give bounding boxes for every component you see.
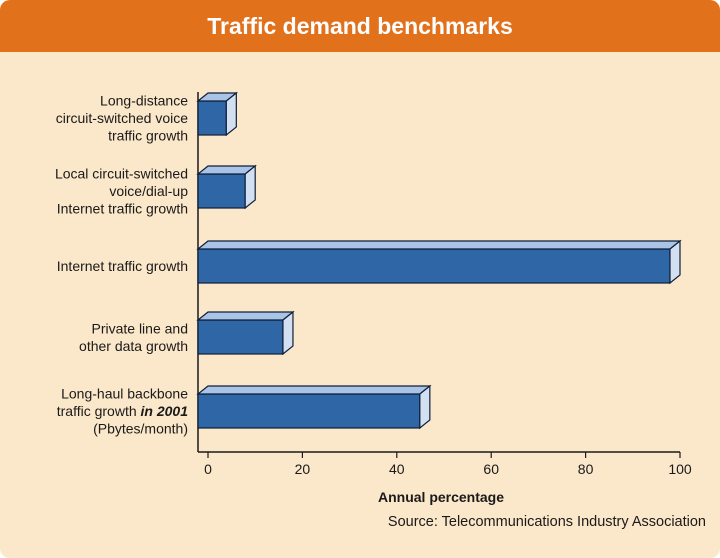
x-tick-label: 100	[668, 461, 692, 477]
bar-top-face	[196, 311, 295, 321]
category-label: Long-distance	[100, 93, 188, 109]
bar-side-face	[282, 310, 294, 356]
bar	[197, 100, 227, 136]
category-label: Long-haul backbone	[61, 386, 188, 402]
chart-title: Traffic demand benchmarks	[207, 13, 513, 39]
bar	[197, 248, 671, 284]
bar-top-face	[196, 240, 682, 250]
x-tick-label: 40	[389, 461, 405, 477]
bar-side-face	[419, 384, 431, 430]
x-axis-label: Annual percentage	[378, 489, 504, 505]
category-label: voice/dial-up	[109, 183, 188, 199]
x-tick-label: 20	[295, 461, 311, 477]
x-tick-label: 60	[483, 461, 499, 477]
source-note: Source: Telecommunications Industry Asso…	[387, 514, 706, 530]
bar	[197, 173, 246, 209]
bar-side-face	[244, 164, 256, 210]
bar	[197, 393, 421, 429]
category-label: other data growth	[79, 338, 188, 354]
category-label: traffic growth in 2001	[57, 403, 188, 419]
x-tick-label: 80	[578, 461, 594, 477]
bar-side-face	[225, 91, 237, 137]
title-banner	[0, 0, 720, 52]
category-label: traffic growth	[108, 128, 188, 144]
category-label: circuit-switched voice	[56, 110, 188, 126]
category-label: Internet traffic growth	[57, 258, 188, 274]
category-label: (Pbytes/month)	[93, 421, 188, 437]
category-label: Local circuit-switched	[55, 166, 188, 182]
bar-top-face	[196, 385, 432, 395]
bar-side-face	[669, 239, 681, 285]
x-tick-label: 0	[204, 461, 212, 477]
category-label: Internet traffic growth	[57, 201, 188, 217]
bar	[197, 319, 284, 355]
category-label: Private line and	[91, 320, 188, 336]
